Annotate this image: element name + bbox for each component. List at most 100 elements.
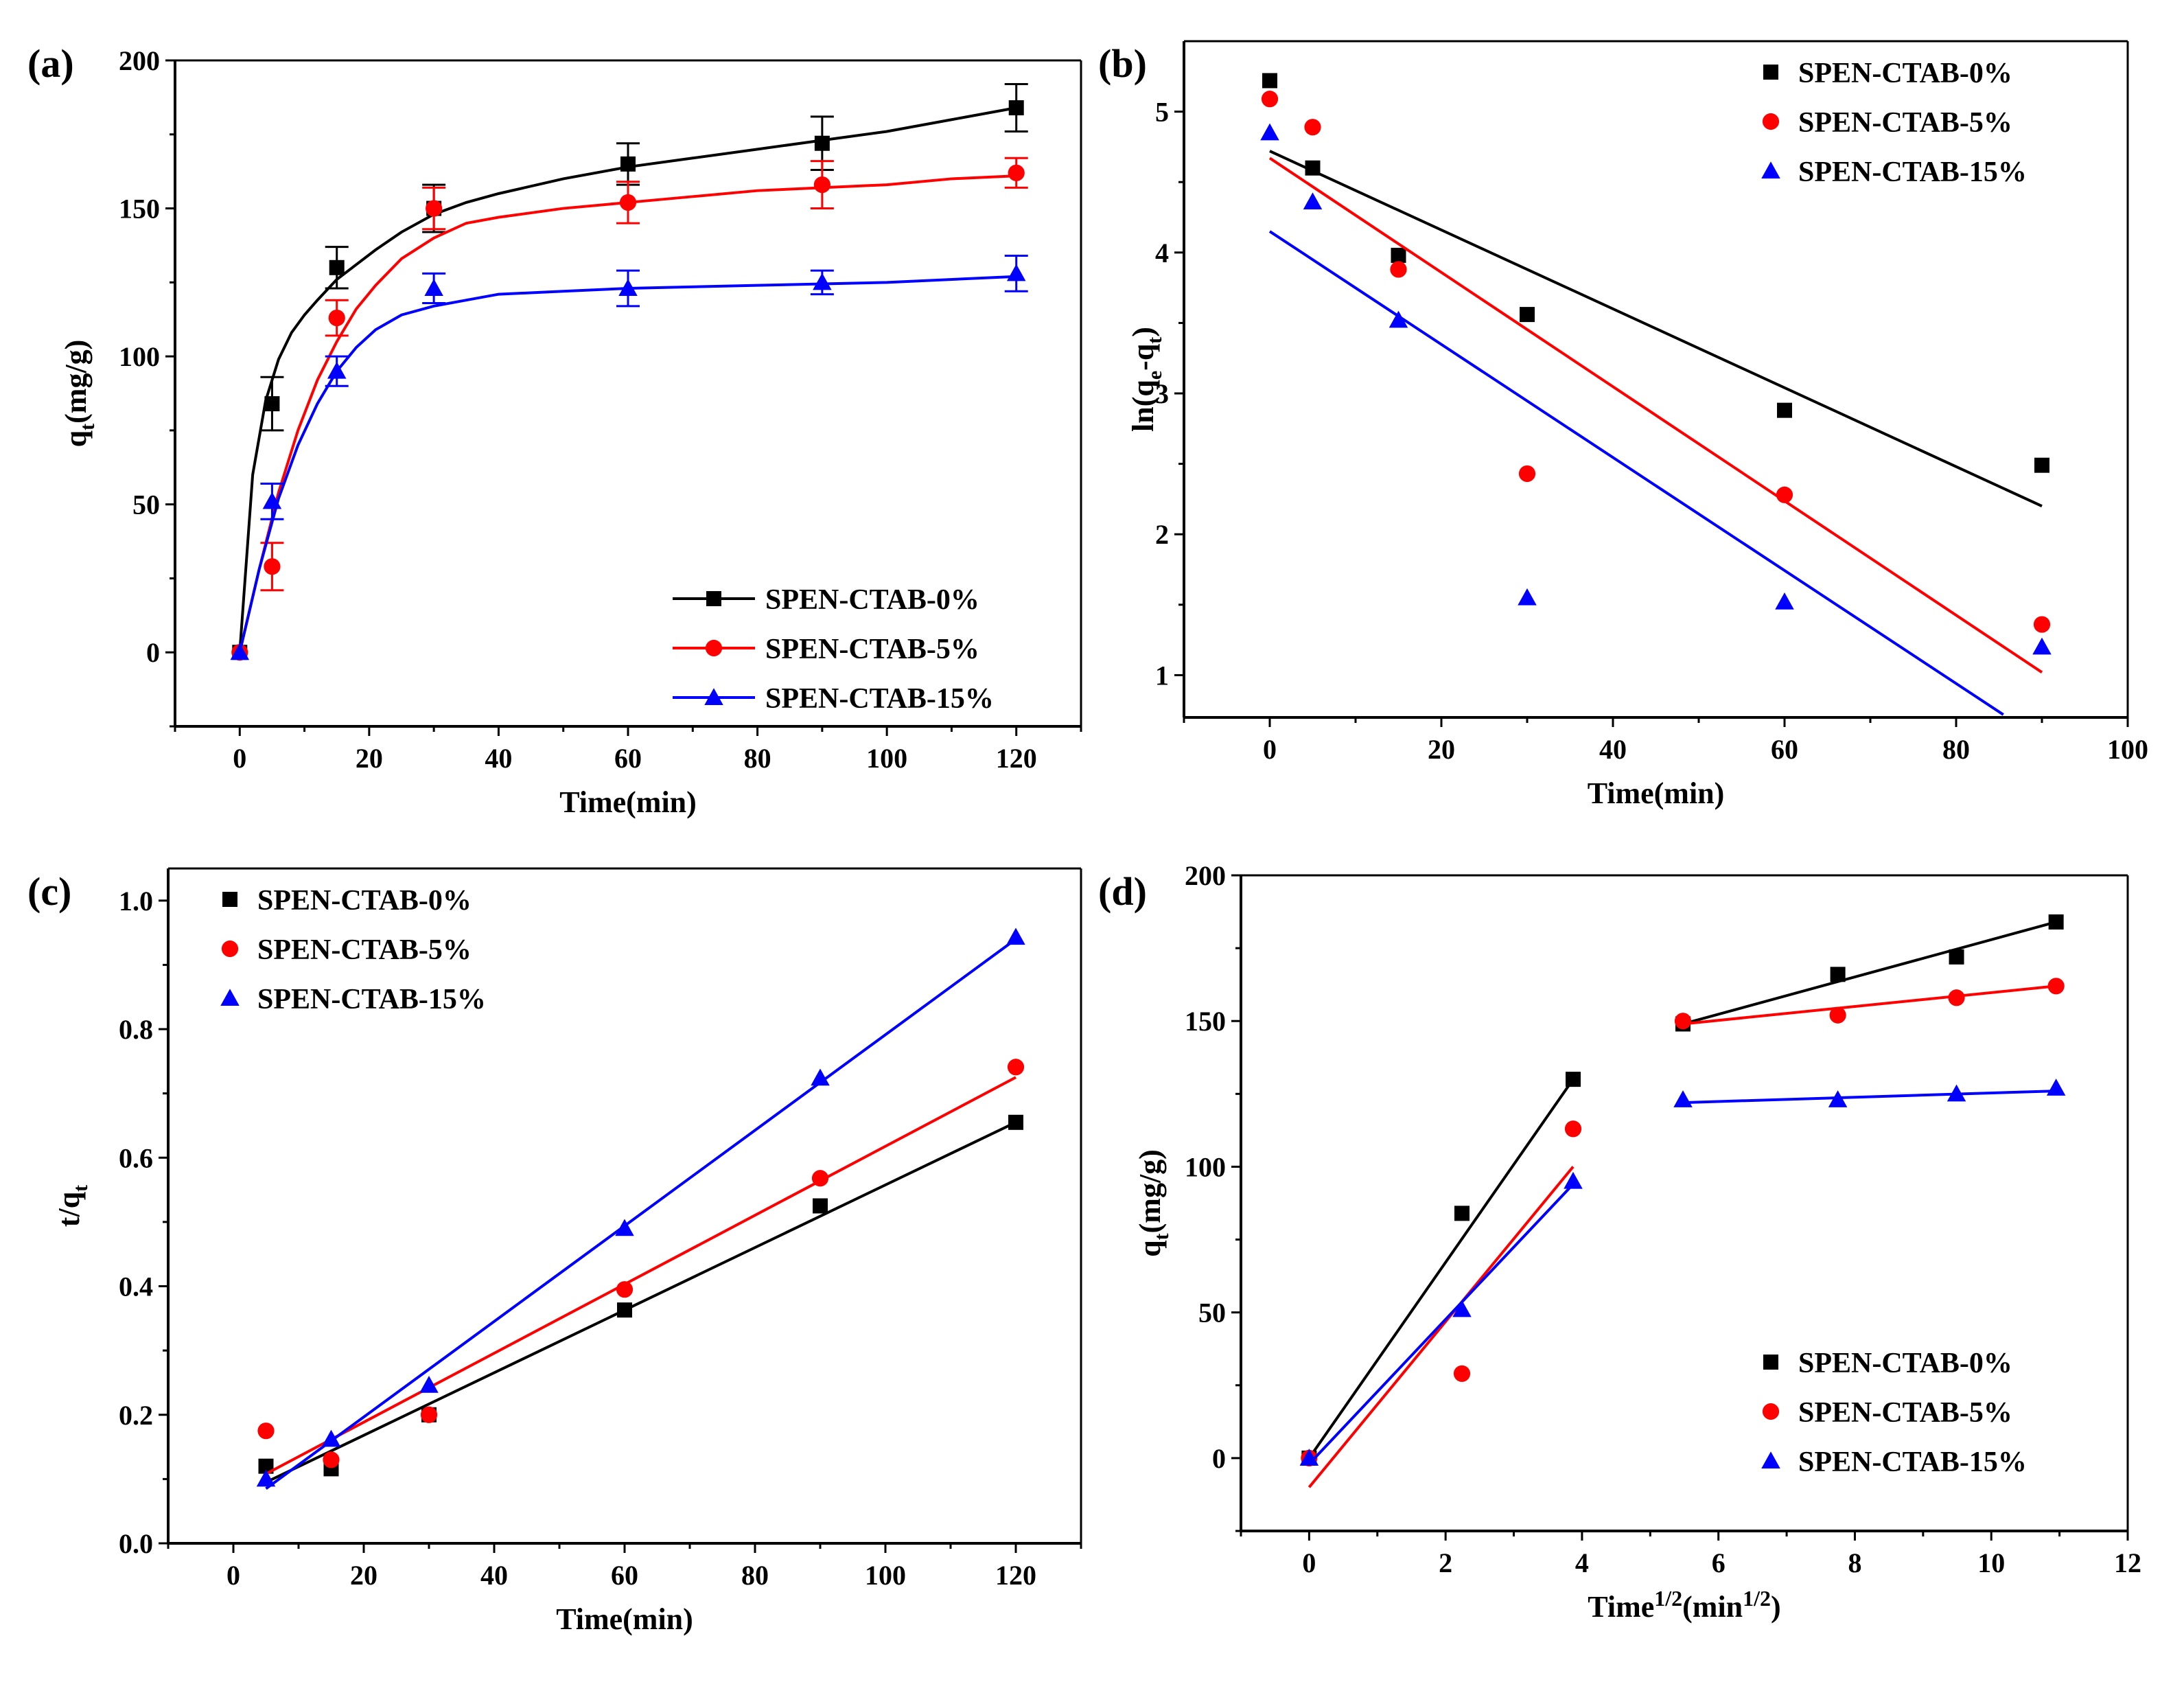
x-tick-label: 80 xyxy=(741,1560,769,1591)
data-point xyxy=(1008,100,1024,115)
x-tick-label: 120 xyxy=(996,743,1037,774)
data-point xyxy=(262,492,282,509)
data-point xyxy=(419,1375,439,1393)
y-tick-label: 100 xyxy=(119,341,160,372)
x-tick-label: 60 xyxy=(611,1560,638,1591)
data-point xyxy=(1948,989,1965,1006)
fit-line xyxy=(1682,984,2056,1026)
data-point xyxy=(616,1281,634,1298)
data-point xyxy=(1304,119,1321,136)
x-tick-label: 20 xyxy=(356,743,383,774)
x-tick-label: 2 xyxy=(1439,1547,1452,1578)
legend-label: SPEN-CTAB-0% xyxy=(1798,1348,2012,1379)
y-tick-label: 0.8 xyxy=(119,1014,153,1045)
data-point xyxy=(619,194,637,211)
data-point xyxy=(814,135,830,151)
legend-label: SPEN-CTAB-0% xyxy=(257,885,472,917)
series-c-1 xyxy=(257,1059,1025,1475)
data-point xyxy=(1518,465,1536,483)
data-point xyxy=(1947,1084,1966,1102)
legend-a: SPEN-CTAB-0% SPEN-CTAB-5% SPEN-CTAB-15% xyxy=(673,584,994,715)
y-axis-label-subscript: e xyxy=(1143,371,1166,380)
x-axis-label-superscript: 1/2 xyxy=(1654,1586,1682,1611)
series-b-0 xyxy=(1262,73,2049,508)
data-point xyxy=(1674,1013,1692,1030)
data-point xyxy=(1260,123,1279,141)
fit-line xyxy=(265,1076,1017,1475)
chart-panel-c: 0 20 40 60 80 100 120 0.0 0.2 0.4 0.6 0.8 1.0 (c) Time… xyxy=(27,867,1082,1636)
x-tick-label: 80 xyxy=(1942,734,1970,765)
data-point xyxy=(323,1451,340,1468)
data-point xyxy=(1452,1300,1472,1317)
y-axis-label-text: q xyxy=(59,430,93,447)
legend-label: SPEN-CTAB-5% xyxy=(1798,1397,2012,1429)
x-axis-label-superscript: 1/2 xyxy=(1743,1586,1771,1611)
fit-line xyxy=(238,174,1017,653)
x-tick-label: 12 xyxy=(2114,1547,2141,1578)
y-tick-label: 4 xyxy=(1155,238,1169,268)
x-tick-label: 10 xyxy=(1977,1547,2005,1578)
data-point xyxy=(1520,307,1535,323)
data-point xyxy=(1006,264,1026,281)
legend-marker xyxy=(1762,1403,1780,1420)
data-point xyxy=(1390,261,1407,278)
data-point xyxy=(1007,1059,1025,1076)
y-axis-label-text: (mg/g) xyxy=(59,340,93,424)
x-axis-label-text: Time(min) xyxy=(1588,776,1725,810)
fit-line xyxy=(1308,1166,1575,1488)
x-tick-label: 120 xyxy=(995,1560,1036,1591)
x-tick-label: 80 xyxy=(744,743,771,774)
legend-b: SPEN-CTAB-0% SPEN-CTAB-5% SPEN-CTAB-15% xyxy=(1761,58,2027,188)
x-tick-label: 4 xyxy=(1575,1547,1589,1578)
x-tick-label: 20 xyxy=(350,1560,377,1591)
y-axis-label-text: ) xyxy=(1126,327,1160,337)
legend-label: SPEN-CTAB-5% xyxy=(765,634,979,665)
legend-label: SPEN-CTAB-15% xyxy=(1798,1447,2027,1478)
y-tick-label: 3 xyxy=(1155,378,1169,409)
legend-label: SPEN-CTAB-0% xyxy=(765,584,979,616)
x-axis-label: Time(min) xyxy=(1588,776,1725,810)
x-tick-label: 8 xyxy=(1848,1547,1861,1578)
x-tick-label: 40 xyxy=(480,1560,508,1591)
data-point xyxy=(426,200,443,217)
y-tick-label: 0.0 xyxy=(119,1528,153,1559)
legend-label: SPEN-CTAB-0% xyxy=(1798,58,2012,89)
x-tick-label: 20 xyxy=(1428,734,1455,765)
y-axis-label: qt(mg/g) xyxy=(1133,1149,1173,1257)
series-a-0 xyxy=(232,82,1028,660)
y-axis-label-subscript: t xyxy=(69,1185,92,1192)
fit-line xyxy=(1682,920,2057,1026)
data-point xyxy=(813,273,832,290)
legend-marker xyxy=(1761,1451,1780,1468)
data-point xyxy=(2048,914,2064,930)
legend-c: SPEN-CTAB-0% SPEN-CTAB-5% SPEN-CTAB-15% xyxy=(220,885,486,1015)
series-b-1 xyxy=(1261,91,2051,673)
chart-panel-d: 0 2 4 6 8 10 12050100150200(d)Time1/2(min1/2)q… xyxy=(1098,860,2141,1624)
x-axis-label: Time(min) xyxy=(559,785,697,819)
panel-label: (c) xyxy=(27,869,71,914)
legend-label: SPEN-CTAB-15% xyxy=(1798,157,2027,188)
y-tick-label: 200 xyxy=(119,45,160,76)
data-point xyxy=(327,361,347,379)
data-point xyxy=(2033,616,2051,633)
legend-marker xyxy=(1763,65,1778,80)
data-point xyxy=(329,260,345,275)
fit-line xyxy=(1308,1183,1575,1465)
y-axis-label: ln(qe-qt) xyxy=(1126,327,1166,432)
data-point xyxy=(1006,928,1025,945)
data-point xyxy=(1389,310,1408,328)
legend-marker xyxy=(704,688,723,705)
data-point xyxy=(615,1219,634,1236)
panel-label: (d) xyxy=(1098,869,1147,914)
legend-marker xyxy=(221,940,239,958)
series-c-2 xyxy=(256,928,1025,1490)
data-point xyxy=(1518,588,1537,606)
data-point xyxy=(1008,1114,1023,1130)
x-tick-label: 100 xyxy=(866,743,907,774)
y-axis-label-subscript: t xyxy=(1150,1233,1173,1240)
x-tick-label: 100 xyxy=(865,1560,906,1591)
y-tick-label: 200 xyxy=(1185,860,1226,891)
legend-marker xyxy=(220,989,240,1006)
y-axis-label: qt(mg/g) xyxy=(59,340,99,448)
